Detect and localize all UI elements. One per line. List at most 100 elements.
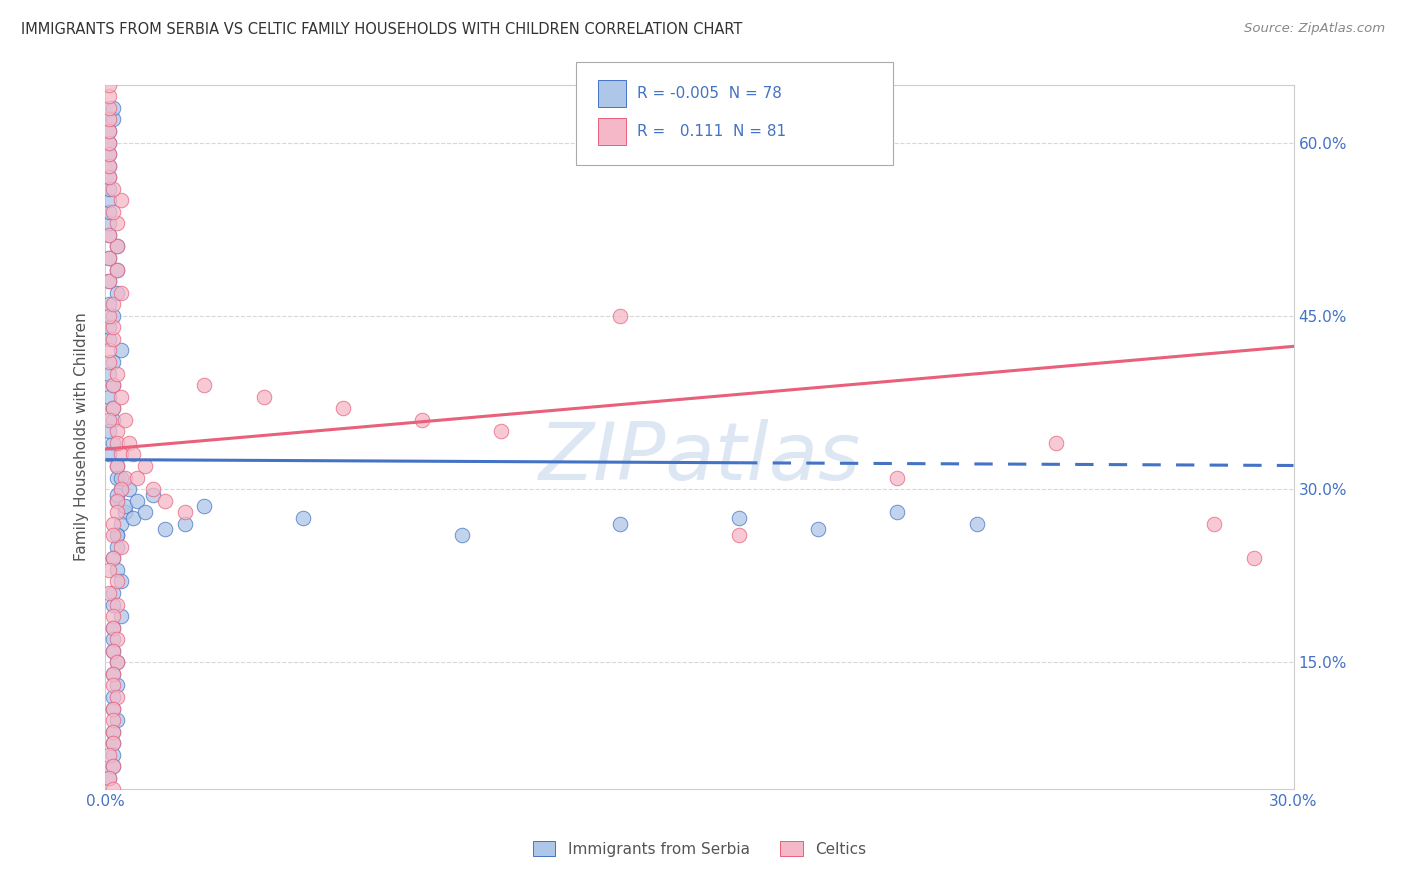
Point [103,516,125,531]
Point [105,216,128,230]
Point [103,759,125,773]
Point [122,511,145,525]
Point [98,390,121,404]
Point [110,447,132,461]
Point [98,425,121,439]
Point [98,274,121,288]
Text: Source: ZipAtlas.com: Source: ZipAtlas.com [1244,22,1385,36]
Point [105,690,128,704]
Point [1243,551,1265,566]
Point [98,216,121,230]
Point [127,493,149,508]
Point [332,401,354,416]
Point [105,262,128,277]
Point [98,274,121,288]
Point [110,470,132,484]
Point [98,101,121,115]
Point [103,609,125,624]
Point [103,724,125,739]
Point [105,367,128,381]
Point [98,112,121,127]
Point [105,458,128,473]
Point [1045,435,1067,450]
Point [105,598,128,612]
Point [98,194,121,208]
Point [103,644,125,658]
Point [98,124,121,138]
Point [114,505,136,519]
Point [98,771,121,785]
Point [98,170,121,185]
Point [98,320,121,334]
Point [98,367,121,381]
Point [153,523,176,537]
Point [98,343,121,358]
Point [105,470,128,484]
Y-axis label: Family Households with Children: Family Households with Children [75,313,90,561]
Point [103,701,125,715]
Point [103,435,125,450]
Point [98,332,121,346]
Point [1204,516,1226,531]
Point [103,759,125,773]
Point [98,89,121,103]
Point [103,713,125,727]
Point [110,516,132,531]
Point [807,523,830,537]
Point [103,598,125,612]
Point [103,690,125,704]
Point [110,540,132,554]
Point [105,528,128,542]
Point [103,666,125,681]
Point [103,782,125,797]
Point [103,355,125,369]
Point [103,666,125,681]
Point [103,204,125,219]
Point [105,563,128,577]
Point [98,586,121,600]
Point [105,239,128,253]
Point [98,136,121,150]
Point [609,309,631,323]
Point [103,378,125,392]
Point [491,425,513,439]
Text: ZIPatlas: ZIPatlas [538,419,860,497]
Point [103,621,125,635]
Point [110,343,132,358]
Point [886,505,908,519]
Point [173,505,195,519]
Point [114,500,136,514]
Point [98,747,121,762]
Point [103,621,125,635]
Legend: Immigrants from Serbia, Celtics: Immigrants from Serbia, Celtics [526,835,873,863]
Point [103,401,125,416]
Text: R =   0.111  N = 81: R = 0.111 N = 81 [637,124,786,138]
Point [98,147,121,161]
Point [105,656,128,670]
Point [98,78,121,92]
Point [105,678,128,692]
Point [110,482,132,496]
Point [105,435,128,450]
Point [105,713,128,727]
Point [114,470,136,484]
Point [110,285,132,300]
Point [122,447,145,461]
Text: R = -0.005  N = 78: R = -0.005 N = 78 [637,87,782,101]
Point [105,239,128,253]
Point [142,488,165,502]
Point [103,632,125,647]
Point [110,609,132,624]
Point [103,332,125,346]
Point [253,390,276,404]
Point [98,771,121,785]
Point [103,736,125,750]
Point [105,425,128,439]
Point [103,401,125,416]
Point [118,435,141,450]
Point [98,251,121,265]
Point [105,493,128,508]
Point [105,262,128,277]
Point [103,586,125,600]
Point [105,458,128,473]
